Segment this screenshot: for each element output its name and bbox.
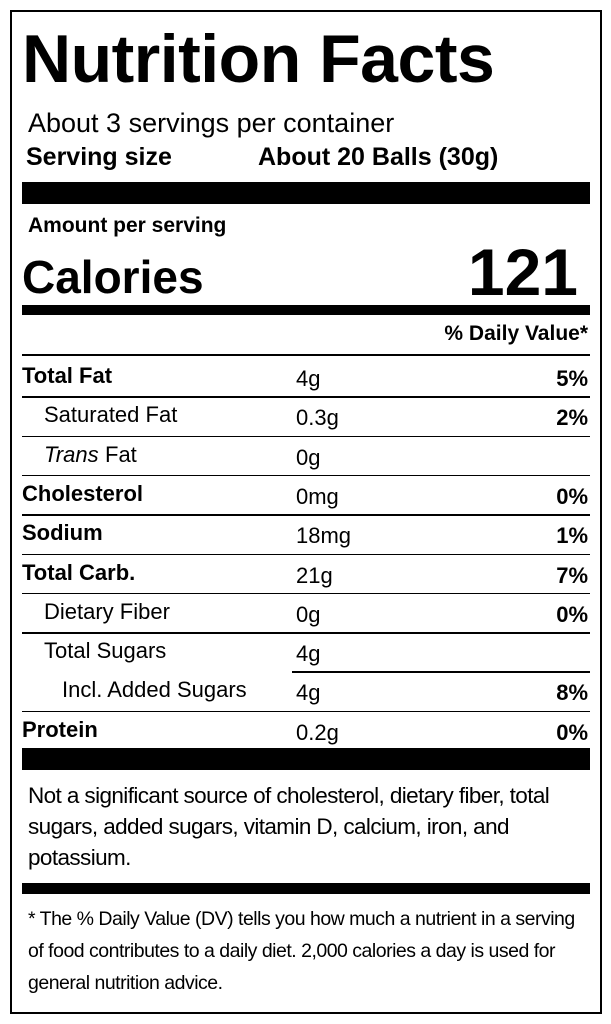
serving-size-label: Serving size xyxy=(26,143,172,171)
nutrient-dv: 5% xyxy=(556,366,588,391)
rule xyxy=(22,354,590,356)
rule xyxy=(22,514,590,516)
servings: About 3 servings per container xyxy=(28,108,395,138)
thick-bar xyxy=(22,748,590,770)
nutrient-name: Total Sugars xyxy=(44,638,167,664)
rule xyxy=(22,632,590,634)
rule xyxy=(22,435,590,438)
nutrient-amount: 21g xyxy=(296,562,333,588)
amount-per-serving: Amount per serving xyxy=(28,214,227,237)
calories-value: 121 xyxy=(467,235,578,309)
nutrient-dv: 2% xyxy=(556,405,588,431)
rule xyxy=(22,474,590,477)
nutrient-name: Protein xyxy=(22,716,98,742)
nutrient-name: Dietary Fiber xyxy=(44,598,170,624)
nutrient-name: Cholesterol xyxy=(22,480,144,506)
nutrient-dv: 7% xyxy=(556,562,588,588)
daily-value-header: % Daily Value* xyxy=(444,322,588,345)
nutrient-amount: 0.2g xyxy=(296,719,339,745)
nutrient-amount: 0mg xyxy=(296,483,339,509)
nutrient-name: Saturated Fat xyxy=(44,402,178,428)
footnote: * The % Daily Value (DV) tells you how m… xyxy=(28,908,575,994)
nutrient-amount: 4g xyxy=(296,366,321,391)
nutrient-dv: 0% xyxy=(556,483,588,509)
rule xyxy=(22,553,590,555)
nutrient-name: Sodium xyxy=(22,520,103,546)
nutrient-dv: 0% xyxy=(556,601,588,627)
nutrient-name: Incl. Added Sugars xyxy=(62,677,247,703)
title: Nutrition Facts xyxy=(22,21,495,97)
nutrient-amount: 0.3g xyxy=(296,405,339,431)
nutrient-dv: 0% xyxy=(556,719,588,745)
rule xyxy=(22,710,590,713)
medium-bar xyxy=(22,883,590,894)
nutrient-amount: 4g xyxy=(296,680,321,706)
nutrition-label: Nutrition Facts About 3 servings per con… xyxy=(10,10,602,1014)
serving-size-value: About 20 Balls (30g) xyxy=(258,143,499,171)
rule xyxy=(22,592,590,595)
nutrient-amount: 4g xyxy=(296,641,321,667)
nutrient-amount: 18mg xyxy=(296,523,352,549)
nutrient-name: Fat xyxy=(105,441,137,467)
rule xyxy=(22,396,590,398)
nutrient-amount: 0g xyxy=(296,601,321,627)
nutrient-dv: 8% xyxy=(556,680,588,706)
thick-bar xyxy=(22,182,590,204)
nutrient-name-italic: Trans xyxy=(44,441,99,467)
nutrient-amount: 0g xyxy=(296,444,321,470)
rule xyxy=(292,671,590,673)
nutrient-name: Total Fat xyxy=(22,363,113,388)
calories-label: Calories xyxy=(22,251,204,303)
medium-bar xyxy=(22,305,590,315)
note: Not a significant source of cholesterol,… xyxy=(28,783,550,870)
nutrient-name: Total Carb. xyxy=(22,559,136,585)
nutrient-dv: 1% xyxy=(556,523,588,549)
